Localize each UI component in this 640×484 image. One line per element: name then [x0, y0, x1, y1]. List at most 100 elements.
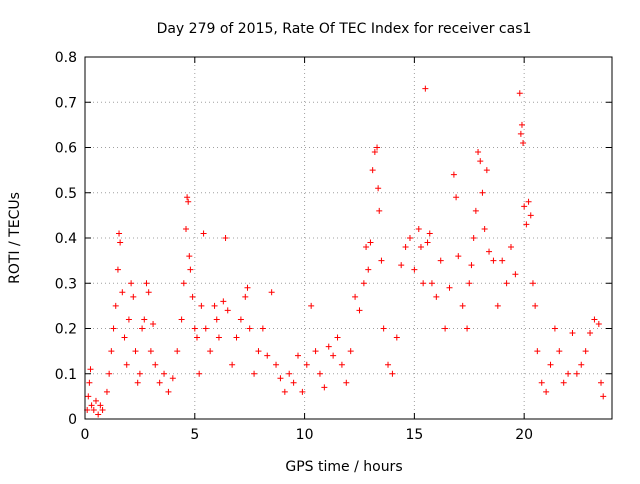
data-point	[442, 325, 449, 332]
y-tick-label: 0.5	[55, 186, 77, 202]
x-axis-title: GPS time / hours	[285, 459, 402, 475]
data-point	[481, 225, 488, 232]
data-point	[371, 149, 378, 156]
data-point	[99, 406, 106, 413]
data-point	[475, 149, 482, 156]
data-point	[268, 289, 275, 296]
data-point	[193, 334, 200, 341]
data-point	[595, 320, 602, 327]
y-tick-label: 0.2	[55, 322, 77, 338]
data-point	[490, 257, 497, 264]
x-tick-label: 15	[405, 427, 423, 443]
data-point	[150, 320, 157, 327]
y-tick-label: 0	[68, 412, 77, 428]
data-point	[376, 207, 383, 214]
data-point	[543, 388, 550, 395]
data-point	[198, 302, 205, 309]
y-tick-label: 0.7	[55, 95, 77, 111]
axis-ticks: 0 5 10 15 20 0 0.1 0.2 0.3 0.4 0.5 0.6 0.7 0.8	[55, 50, 612, 443]
data-point	[143, 280, 150, 287]
data-point	[202, 325, 209, 332]
data-point	[294, 352, 301, 359]
y-axis-title: ROTI / TECUs	[7, 192, 23, 284]
data-point	[125, 316, 132, 323]
data-point	[538, 379, 545, 386]
data-point	[196, 370, 203, 377]
data-point	[156, 379, 163, 386]
data-point	[437, 257, 444, 264]
data-point	[367, 239, 374, 246]
data-point	[532, 302, 539, 309]
x-tick-label: 20	[515, 427, 533, 443]
data-point	[86, 379, 93, 386]
data-point	[112, 302, 119, 309]
data-point	[520, 139, 527, 146]
data-point	[244, 284, 251, 291]
data-point	[246, 325, 253, 332]
data-point	[517, 130, 524, 137]
x-tick-label: 10	[296, 427, 314, 443]
data-point	[591, 316, 598, 323]
data-point	[191, 325, 198, 332]
data-point	[92, 397, 99, 404]
data-point	[503, 280, 510, 287]
data-point	[128, 280, 135, 287]
data-point	[378, 257, 385, 264]
data-point	[470, 235, 477, 241]
data-point	[130, 293, 137, 300]
data-point	[385, 361, 392, 368]
data-point	[185, 198, 192, 205]
data-point	[365, 266, 372, 273]
data-point	[417, 244, 424, 251]
data-points	[84, 85, 607, 418]
data-point	[521, 203, 528, 210]
data-point	[389, 370, 396, 377]
data-point	[174, 348, 181, 355]
data-point	[360, 280, 367, 287]
data-point	[316, 370, 323, 377]
data-point	[477, 158, 484, 165]
data-point	[139, 325, 146, 332]
y-tick-label: 0.6	[55, 141, 77, 157]
data-point	[330, 352, 337, 359]
data-point	[512, 271, 519, 278]
data-point	[422, 85, 429, 92]
data-point	[494, 302, 501, 309]
data-point	[334, 334, 341, 341]
data-point	[134, 379, 141, 386]
data-point	[178, 316, 185, 323]
data-point	[338, 361, 345, 368]
data-point	[468, 262, 475, 269]
data-point	[147, 348, 154, 355]
data-point	[446, 284, 453, 291]
data-point	[428, 280, 435, 287]
data-point	[97, 402, 104, 409]
data-point	[525, 198, 532, 205]
data-point	[518, 121, 525, 128]
data-point	[180, 280, 187, 287]
data-point	[507, 244, 514, 251]
data-point	[207, 348, 214, 355]
data-point	[106, 370, 113, 377]
data-point	[237, 316, 244, 323]
x-tick-label: 5	[190, 427, 199, 443]
data-point	[578, 361, 585, 368]
data-point	[90, 406, 97, 413]
data-point	[529, 280, 536, 287]
data-point	[242, 293, 249, 300]
data-point	[547, 361, 554, 368]
data-point	[523, 221, 530, 228]
data-point	[424, 239, 431, 246]
data-point	[499, 257, 506, 264]
data-point	[184, 194, 191, 201]
data-point	[119, 289, 126, 296]
data-point	[211, 302, 218, 309]
data-point	[299, 388, 306, 395]
data-point	[108, 348, 115, 355]
data-point	[472, 207, 479, 214]
data-point	[264, 352, 271, 359]
data-point	[286, 370, 293, 377]
data-point	[136, 370, 143, 377]
data-point	[213, 316, 220, 323]
data-point	[224, 307, 231, 314]
